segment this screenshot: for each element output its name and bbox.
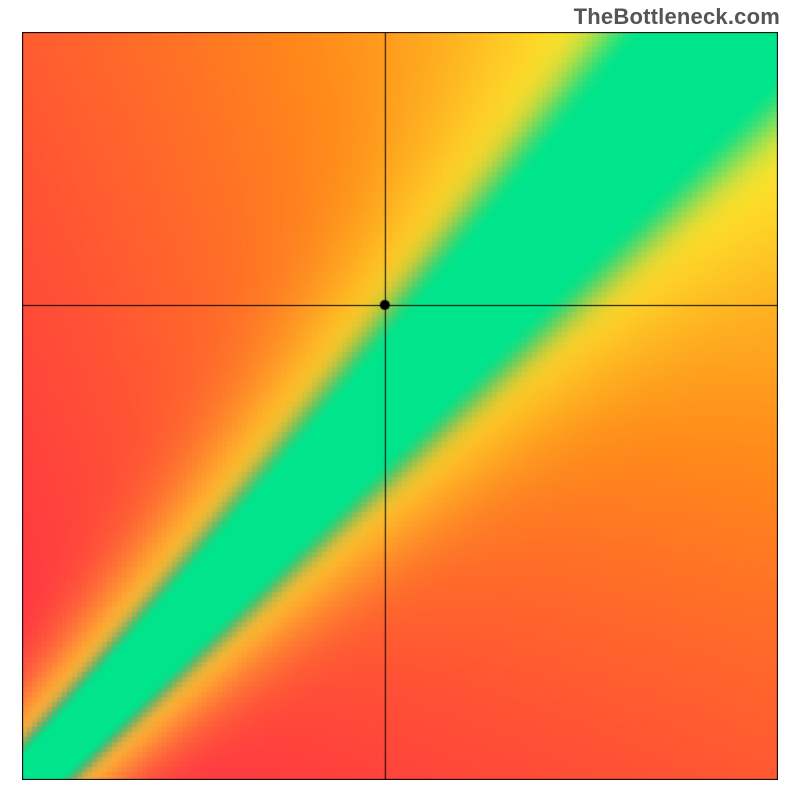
- heatmap-plot: [22, 32, 778, 780]
- watermark-label: TheBottleneck.com: [574, 4, 780, 30]
- heatmap-canvas: [22, 32, 778, 780]
